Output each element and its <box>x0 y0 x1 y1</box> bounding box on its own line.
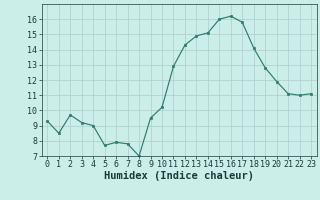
X-axis label: Humidex (Indice chaleur): Humidex (Indice chaleur) <box>104 171 254 181</box>
